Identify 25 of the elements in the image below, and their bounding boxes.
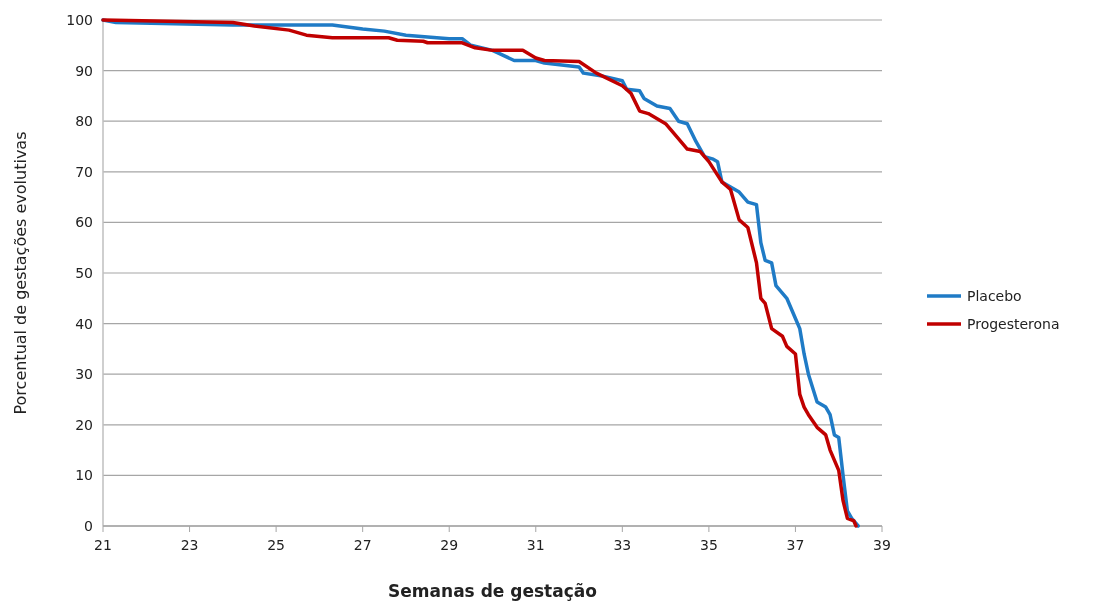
y-tick-label: 20 bbox=[75, 416, 93, 433]
y-tick-label: 60 bbox=[75, 214, 93, 231]
y-tick-label: 30 bbox=[75, 366, 93, 383]
x-tick-label: 29 bbox=[440, 537, 459, 553]
y-tick-label: 0 bbox=[84, 518, 93, 534]
x-tick-label: 39 bbox=[873, 537, 891, 553]
y-tick-label: 100 bbox=[66, 12, 93, 28]
x-tick-label: 33 bbox=[613, 537, 632, 553]
x-tick-label: 25 bbox=[267, 537, 286, 553]
x-tick-label: 27 bbox=[353, 537, 372, 553]
x-tick-label: 21 bbox=[94, 537, 112, 553]
x-tick-label: 37 bbox=[786, 537, 805, 553]
y-tick-label: 80 bbox=[75, 113, 93, 130]
legend-label: Progesterona bbox=[967, 316, 1060, 332]
y-tick-label: 50 bbox=[75, 265, 93, 281]
y-axis-title: Porcentual de gestações evolutivas bbox=[11, 131, 30, 415]
x-axis-title: Semanas de gestação bbox=[388, 581, 597, 601]
y-tick-label: 90 bbox=[75, 62, 93, 79]
y-tick-label: 40 bbox=[75, 315, 93, 332]
legend-label: Placebo bbox=[967, 288, 1022, 304]
y-tick-label: 10 bbox=[75, 467, 93, 484]
x-tick-label: 23 bbox=[180, 537, 199, 553]
y-tick-label: 70 bbox=[75, 163, 93, 180]
x-tick-label: 31 bbox=[526, 537, 545, 553]
x-tick-label: 35 bbox=[699, 537, 718, 553]
